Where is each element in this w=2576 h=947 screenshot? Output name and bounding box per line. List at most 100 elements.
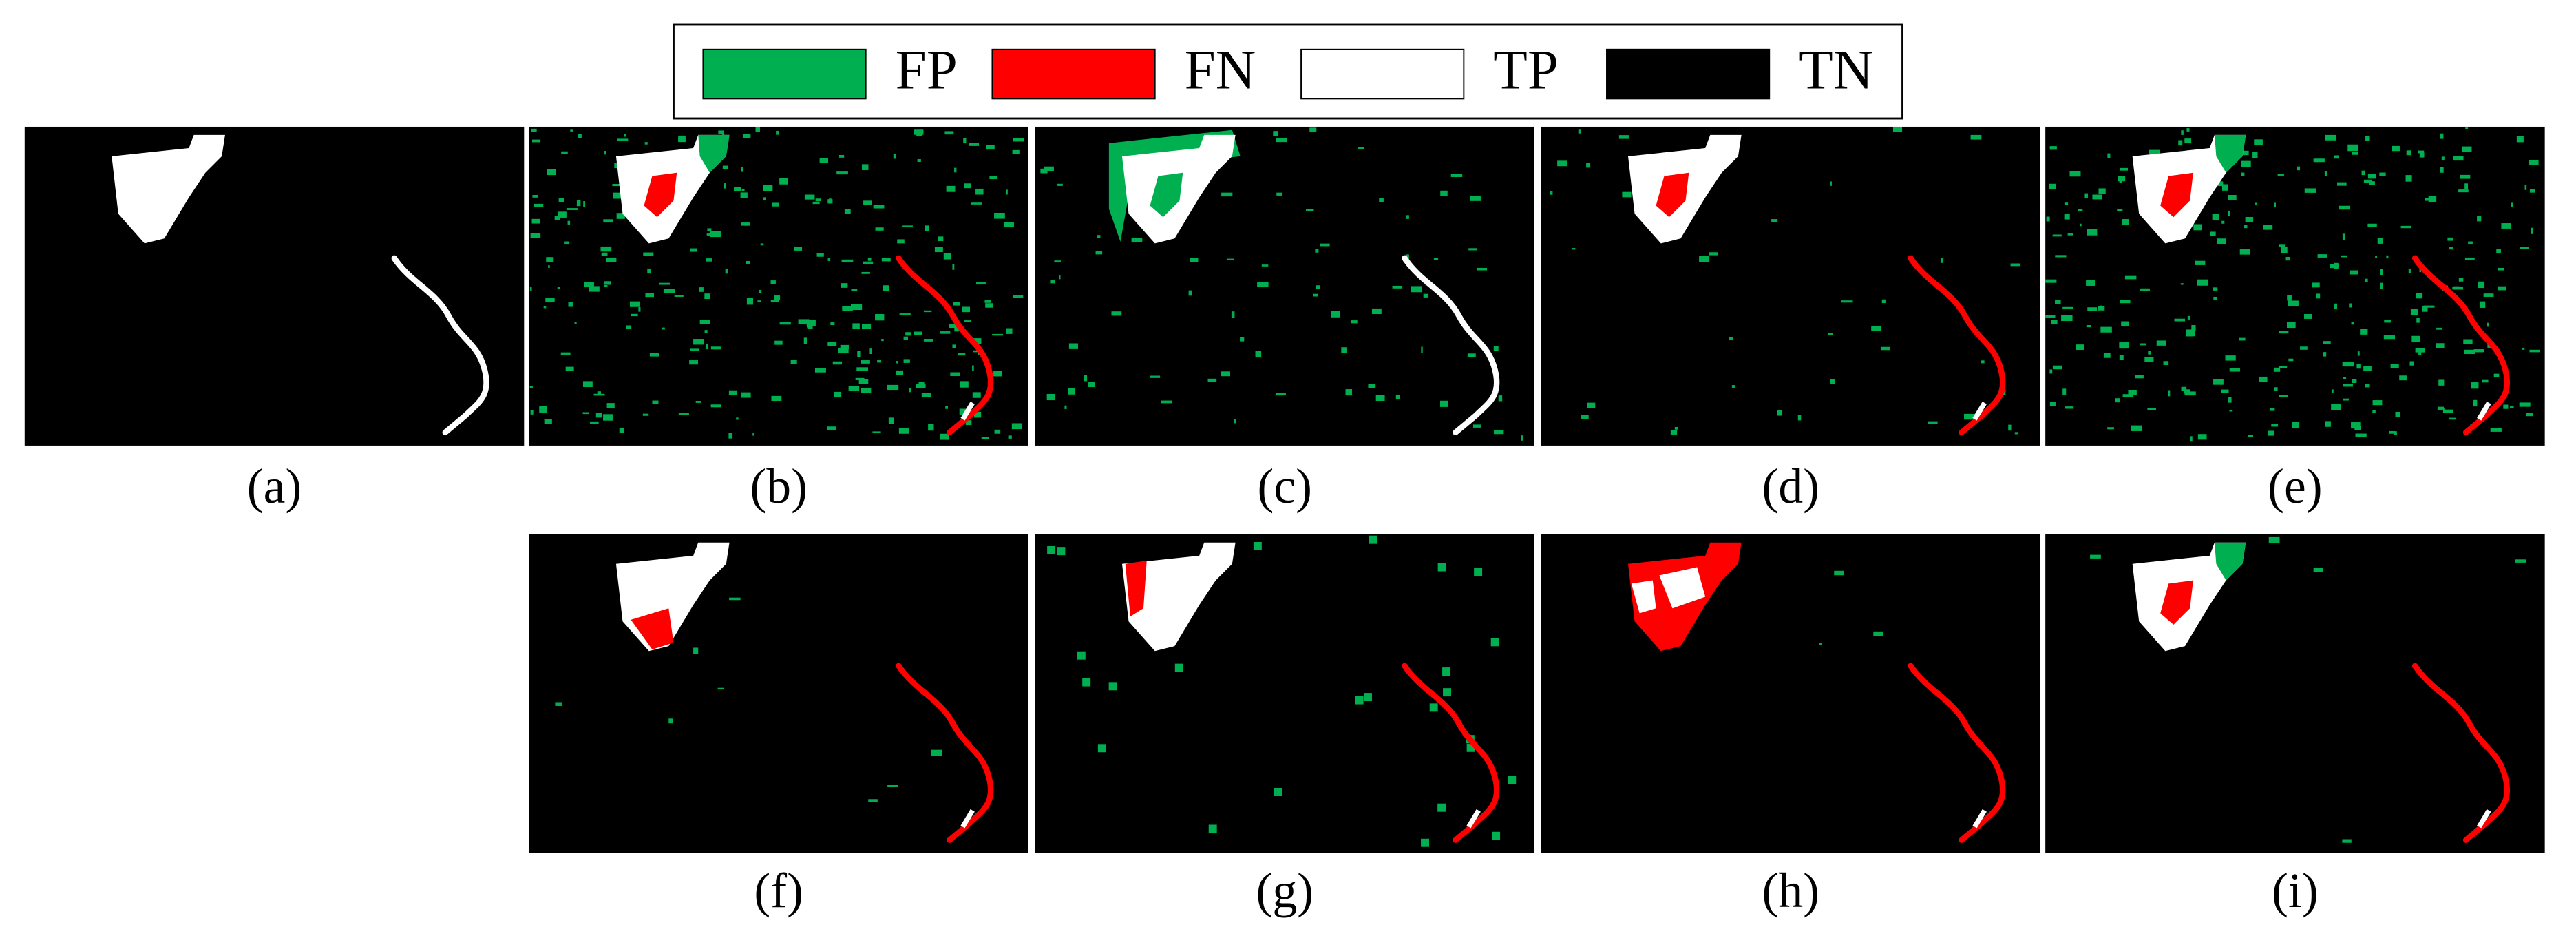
fp-speck [1433, 258, 1439, 260]
fp-speck [2331, 404, 2341, 410]
fp-speck [812, 201, 820, 205]
fp-speck [2351, 422, 2361, 429]
fp-speck [736, 417, 739, 420]
fp-speck [1411, 286, 1422, 293]
fp-speck [603, 219, 613, 223]
panel-label: (h) [1762, 864, 1819, 918]
legend-label: TP [1493, 39, 1559, 101]
fp-speck [2279, 331, 2289, 334]
fp-speck [2045, 315, 2056, 318]
fp-speck [1068, 343, 1079, 349]
fp-speck [604, 151, 606, 155]
fp-speck [1437, 563, 1446, 572]
fp-speck [2098, 188, 2106, 194]
fp-speck [2090, 554, 2101, 559]
fp-speck [606, 403, 615, 408]
fp-speck [2055, 255, 2067, 258]
fp-speck [1981, 360, 1985, 364]
fp-speck [2519, 402, 2531, 407]
fp-speck [2100, 326, 2112, 333]
fp-speck [1928, 421, 1938, 424]
fp-speck [2458, 278, 2464, 282]
panel-label: (b) [750, 459, 807, 514]
fp-speck [704, 330, 708, 333]
fp-speck [964, 183, 971, 189]
river-tp [1972, 402, 1987, 421]
fp-speck [830, 322, 835, 326]
fp-speck [760, 243, 764, 246]
fp-speck [695, 401, 701, 403]
fp-speck [2279, 366, 2288, 369]
fp-speck [2128, 390, 2137, 395]
fp-speck [2416, 318, 2420, 323]
fp-speck [2323, 352, 2327, 357]
fp-speck [2092, 194, 2102, 200]
fp-speck [875, 227, 884, 231]
fp-speck [1190, 258, 1199, 262]
fp-speck [2061, 316, 2072, 320]
fp-speck [734, 187, 741, 191]
fp-speck [1364, 693, 1372, 702]
fp-speck [583, 201, 586, 207]
fp-speck [2483, 293, 2494, 297]
legend-swatch [1606, 48, 1771, 100]
fp-speck [916, 384, 926, 388]
fp-speck [1881, 299, 1886, 304]
fp-speck [2124, 275, 2137, 280]
fp-speck [647, 268, 651, 274]
fp-speck [1423, 293, 1429, 298]
fp-speck [2287, 295, 2292, 301]
fp-speck [645, 292, 655, 298]
fp-speck [827, 426, 836, 430]
fp-speck [558, 198, 564, 202]
fp-speck [2008, 424, 2012, 431]
fp-speck [1498, 395, 1503, 402]
river [1908, 255, 2006, 436]
fp-speck [1261, 264, 1269, 267]
fp-speck [2271, 424, 2279, 427]
fp-speck [2279, 395, 2288, 397]
fp-speck [1670, 430, 1678, 435]
fp-speck [832, 361, 843, 365]
fp-speck [2354, 426, 2361, 430]
fp-speck [861, 271, 870, 274]
fp-speck [973, 411, 982, 418]
fp-speck [1467, 353, 1476, 357]
fp-speck [2357, 351, 2360, 356]
field-overlay [1656, 172, 1689, 218]
river-tp [960, 809, 975, 829]
map-background [1035, 534, 1534, 853]
fp-speck [2392, 145, 2400, 152]
fp-speck [2140, 288, 2150, 291]
fp-speck [2241, 172, 2245, 177]
fp-speck [949, 324, 960, 329]
fp-speck [2325, 421, 2331, 427]
fp-speck [2363, 366, 2372, 371]
fp-speck [1494, 430, 1504, 435]
fp-speck [2245, 216, 2254, 222]
fp-speck [601, 252, 608, 256]
fp-speck [2440, 133, 2444, 139]
river [1908, 663, 2006, 843]
field-overlay [1125, 560, 1147, 617]
fp-speck [2529, 160, 2539, 165]
fp-speck [1077, 651, 1086, 660]
fp-speck [1450, 174, 1463, 177]
fp-speck [1255, 351, 1262, 357]
fp-speck [589, 421, 599, 424]
fp-speck [728, 390, 737, 395]
fp-speck [829, 198, 832, 200]
fp-region [698, 134, 730, 173]
fp-speck [567, 220, 571, 225]
fp-speck [1970, 134, 1982, 140]
fp-speck [945, 406, 948, 409]
fp-speck [1008, 435, 1012, 439]
fp-speck [1057, 547, 1066, 556]
fp-speck [763, 185, 773, 191]
fp-speck [1437, 803, 1446, 812]
map-background [2045, 126, 2545, 446]
field [112, 134, 225, 244]
fp-speck [2254, 139, 2263, 145]
fp-speck [877, 360, 882, 363]
fp-speck [2190, 436, 2193, 442]
